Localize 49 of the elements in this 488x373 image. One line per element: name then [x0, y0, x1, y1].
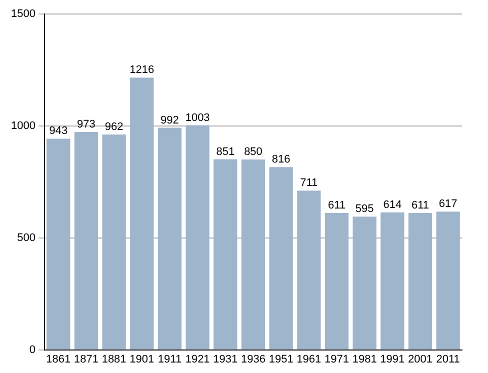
x-tick-label: 1901: [130, 353, 154, 366]
x-tick-label: 1936: [240, 353, 266, 366]
bar: [102, 134, 126, 350]
bar: [436, 212, 460, 350]
bar: [324, 213, 349, 350]
bar: [297, 190, 321, 350]
data-label: 943: [49, 125, 68, 138]
x-tick-label: 1921: [185, 353, 210, 366]
bar: [241, 160, 266, 350]
data-label: 962: [104, 120, 124, 133]
bar: [352, 216, 376, 350]
data-label: 617: [438, 198, 458, 210]
bar: [269, 167, 293, 350]
bar: [214, 159, 238, 350]
x-tick-label: 1861: [46, 353, 71, 366]
data-label: 1003: [185, 112, 210, 124]
x-tick-label: 1881: [102, 353, 126, 366]
x-tick-label: 1911: [158, 353, 182, 366]
x-tick-label: 1971: [324, 353, 349, 366]
bar: [130, 78, 154, 350]
data-label: 1216: [130, 64, 154, 76]
data-label: 851: [216, 146, 235, 158]
data-label: 973: [77, 118, 96, 131]
data-label: 611: [411, 200, 430, 212]
data-label: 611: [328, 200, 346, 212]
y-tick-label: 0: [29, 344, 36, 356]
x-tick-label: 1981: [352, 353, 377, 366]
x-tick-label: 2001: [408, 353, 432, 366]
data-label: 614: [383, 198, 402, 211]
x-tick-label: 1871: [74, 353, 98, 366]
y-tick-label: 500: [17, 232, 36, 244]
bar: [380, 212, 404, 350]
bar: [158, 128, 182, 350]
x-tick-label: 1951: [268, 353, 294, 366]
data-label: 711: [300, 177, 318, 190]
bar: [408, 213, 432, 350]
bar: [46, 138, 70, 350]
y-tick-label: 1000: [10, 120, 36, 132]
bar: [74, 132, 98, 350]
data-label: 595: [355, 203, 374, 216]
x-tick-label: 1991: [380, 353, 405, 366]
data-label: 816: [272, 154, 290, 166]
bar: [186, 125, 210, 350]
y-tick-label: 1500: [10, 8, 36, 20]
x-tick-label: 2011: [436, 353, 460, 366]
x-tick-label: 1931: [213, 353, 238, 366]
data-label: 850: [244, 146, 262, 158]
x-tick-label: 1961: [296, 353, 322, 366]
data-label: 992: [160, 114, 179, 126]
